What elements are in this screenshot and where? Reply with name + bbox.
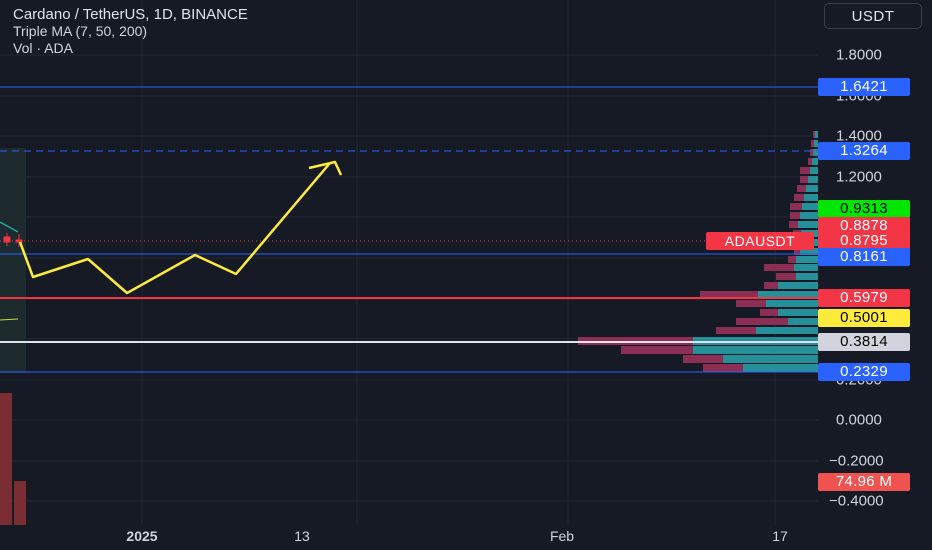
- range-highlight: [0, 148, 26, 373]
- symbol-title[interactable]: Cardano / TetherUS, 1D, BINANCE: [13, 6, 248, 23]
- projection-arrow-icon[interactable]: [308, 160, 343, 176]
- volume-profile-up: [812, 158, 818, 165]
- volume-profile-down: [794, 248, 800, 255]
- volume-profile-up: [815, 131, 818, 138]
- volume-profile-up: [756, 327, 818, 334]
- volume-profile-down: [683, 355, 723, 363]
- indicator-volume[interactable]: Vol · ADA: [13, 40, 73, 56]
- candles: [3, 233, 23, 247]
- time-tick: 17: [772, 528, 788, 544]
- time-tick: 13: [294, 528, 310, 544]
- volume-profile-down: [794, 194, 804, 201]
- symbol-price-label: ADAUSDT: [706, 232, 814, 250]
- chart-canvas[interactable]: [0, 0, 818, 525]
- price-tick: −0.2000: [829, 452, 884, 470]
- horizontal-grid: [0, 54, 818, 502]
- volume-profile-up: [758, 291, 818, 298]
- volume-profile-down: [776, 273, 796, 280]
- volume-profile: [578, 131, 818, 372]
- volume-profile-up: [778, 309, 818, 316]
- volume-profile-up: [743, 364, 818, 372]
- volume-profile-down: [788, 256, 796, 263]
- volume-profile-up: [806, 185, 818, 192]
- price-tick: 1.4000: [836, 127, 882, 145]
- volume-profile-down: [621, 346, 693, 354]
- chart-legend: Cardano / TetherUS, 1D, BINANCE Triple M…: [13, 6, 248, 57]
- volume-profile-up: [808, 176, 818, 183]
- chart-pane[interactable]: Cardano / TetherUS, 1D, BINANCE Triple M…: [0, 0, 818, 525]
- vertical-grid: [141, 0, 776, 525]
- volume-profile-up: [796, 256, 818, 263]
- volume-profile-up: [810, 167, 818, 174]
- volume-profile-down: [760, 309, 778, 316]
- currency-button[interactable]: USDT: [824, 3, 922, 29]
- price-badge-level: 1.6421: [818, 78, 910, 96]
- volume-profile-down: [764, 264, 794, 271]
- volume-profile-up: [723, 355, 818, 363]
- volume-profile-down: [797, 185, 806, 192]
- price-badge-level: 1.3264: [818, 142, 910, 160]
- price-badge-current: 0.8795: [818, 232, 910, 250]
- volume-bars: [0, 393, 26, 525]
- volume-profile-down: [736, 300, 766, 307]
- volume-profile-up: [813, 149, 818, 156]
- volume-profile-up: [798, 221, 818, 228]
- volume-profile-up: [814, 140, 818, 147]
- ma-short-line: [0, 221, 19, 233]
- time-tick: 2025: [126, 528, 158, 544]
- volume-profile-up: [800, 212, 818, 219]
- volume-profile-up: [804, 194, 818, 201]
- price-badge-ma: 0.5001: [818, 309, 910, 327]
- price-tick: −0.4000: [829, 492, 884, 510]
- volume-profile-up: [794, 264, 818, 271]
- ma-long-line: [0, 318, 19, 321]
- volume-profile-up: [778, 282, 818, 289]
- volume-profile-down: [703, 364, 743, 372]
- price-badge-level: 0.3814: [818, 333, 910, 351]
- time-tick: Feb: [549, 528, 575, 544]
- price-badge-volume: 74.96 M: [818, 473, 910, 491]
- price-badge-level: 0.5979: [818, 289, 910, 307]
- price-tick: 1.2000: [836, 168, 882, 186]
- volume-profile-up: [800, 248, 818, 255]
- price-badge-ma: 0.8878: [818, 217, 910, 235]
- volume-profile-down: [808, 158, 812, 165]
- price-badge-level: 0.8161: [818, 248, 910, 266]
- volume-profile-up: [766, 300, 818, 307]
- volume-profile-down: [700, 291, 758, 298]
- volume-profile-down: [790, 203, 802, 210]
- volume-profile-down: [716, 327, 756, 334]
- price-badge-level: 0.2329: [818, 363, 910, 381]
- volume-profile-up: [693, 346, 818, 354]
- volume-profile-up: [796, 273, 818, 280]
- price-badge-ma: 0.9313: [818, 200, 910, 218]
- volume-profile-down: [811, 140, 814, 147]
- volume-profile-down: [790, 212, 800, 219]
- volume-profile-up: [802, 203, 818, 210]
- price-tick: 0.0000: [836, 411, 882, 429]
- volume-profile-down: [813, 131, 815, 138]
- volume-profile-down: [810, 149, 813, 156]
- volume-profile-up: [788, 318, 818, 325]
- indicator-ma[interactable]: Triple MA (7, 50, 200): [13, 23, 148, 39]
- volume-profile-down: [800, 176, 808, 183]
- price-tick: 1.8000: [836, 46, 882, 64]
- volume-profile-down: [764, 282, 778, 289]
- time-axis[interactable]: 2025 13 Feb 17: [0, 525, 932, 550]
- volume-profile-down: [736, 318, 788, 325]
- volume-profile-down: [789, 221, 798, 228]
- projection-path[interactable]: [18, 162, 331, 295]
- volume-profile-down: [800, 167, 810, 174]
